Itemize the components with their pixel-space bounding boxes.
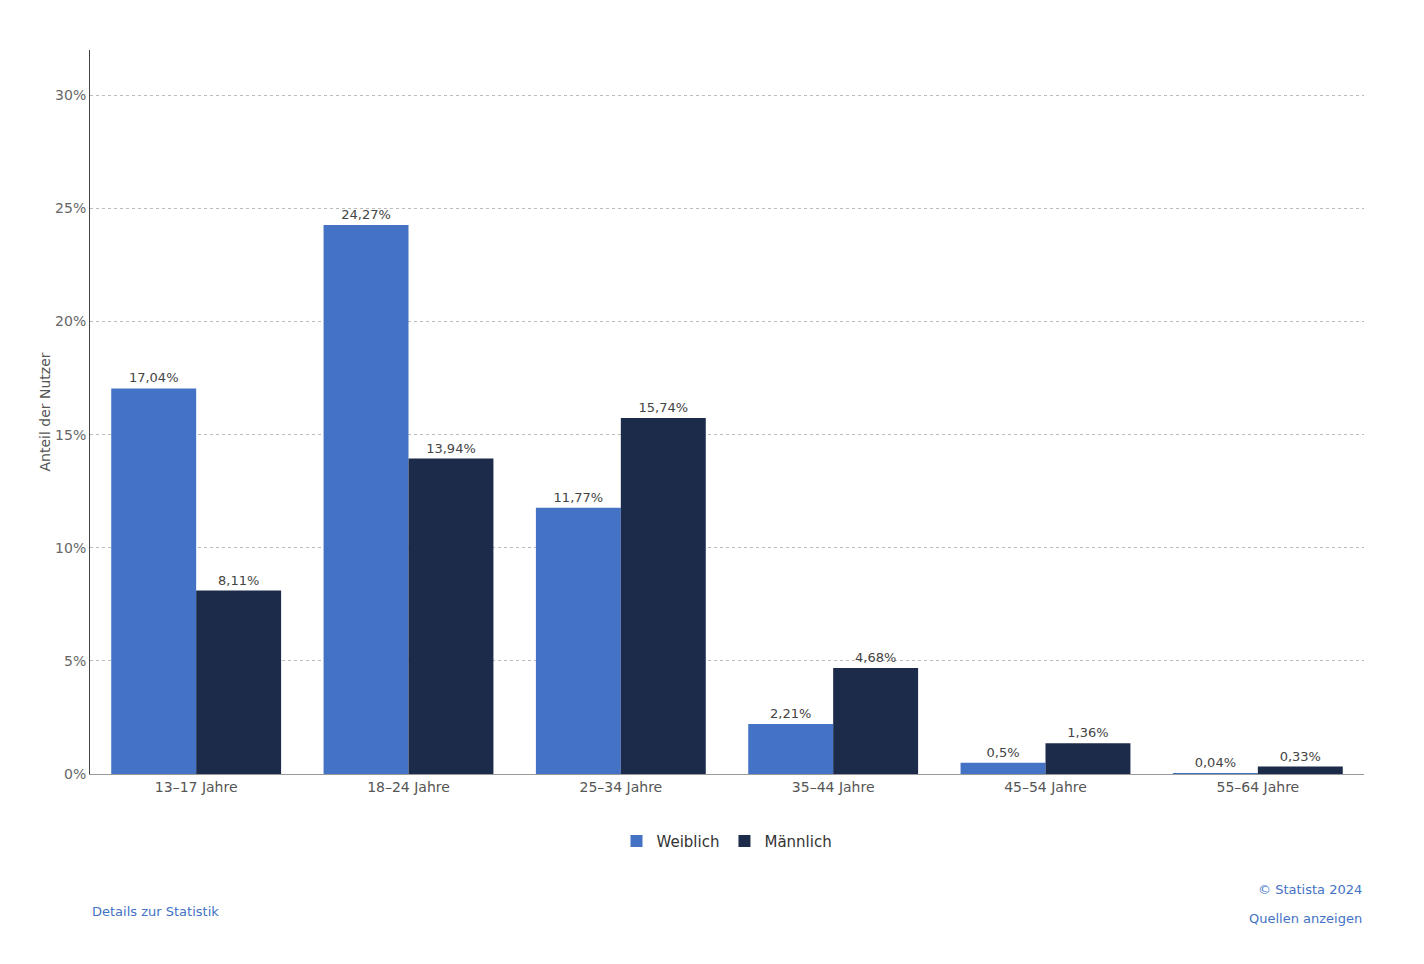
svg-text:24,27%: 24,27% <box>341 207 391 222</box>
svg-text:13,94%: 13,94% <box>426 441 476 456</box>
svg-text:0,5%: 0,5% <box>987 745 1020 760</box>
svg-text:Anteil der Nutzer: Anteil der Nutzer <box>37 352 53 471</box>
svg-text:5%: 5% <box>64 653 86 669</box>
svg-text:Details zur Statistik: Details zur Statistik <box>92 904 219 919</box>
svg-text:8,11%: 8,11% <box>218 573 259 588</box>
svg-text:10%: 10% <box>55 540 86 556</box>
svg-text:17,04%: 17,04% <box>129 370 179 385</box>
svg-text:4,68%: 4,68% <box>855 650 896 665</box>
svg-text:25–34 Jahre: 25–34 Jahre <box>579 779 662 795</box>
svg-text:35–44 Jahre: 35–44 Jahre <box>792 779 875 795</box>
svg-text:2,21%: 2,21% <box>770 706 811 721</box>
svg-text:15,74%: 15,74% <box>639 400 689 415</box>
svg-text:© Statista 2024: © Statista 2024 <box>1258 882 1362 897</box>
svg-text:13–17 Jahre: 13–17 Jahre <box>155 779 238 795</box>
svg-text:30%: 30% <box>55 87 86 103</box>
svg-text:18–24 Jahre: 18–24 Jahre <box>367 779 450 795</box>
svg-text:25%: 25% <box>55 200 86 216</box>
svg-text:11,77%: 11,77% <box>554 490 604 505</box>
svg-text:Männlich: Männlich <box>764 833 831 851</box>
svg-text:0%: 0% <box>64 766 86 782</box>
svg-text:0,33%: 0,33% <box>1280 749 1321 764</box>
svg-text:20%: 20% <box>55 313 86 329</box>
svg-text:45–54 Jahre: 45–54 Jahre <box>1004 779 1087 795</box>
svg-text:Quellen anzeigen: Quellen anzeigen <box>1249 911 1362 926</box>
svg-text:Weiblich: Weiblich <box>657 833 720 851</box>
svg-text:55–64 Jahre: 55–64 Jahre <box>1216 779 1299 795</box>
svg-text:1,36%: 1,36% <box>1067 725 1108 740</box>
svg-text:0,04%: 0,04% <box>1195 755 1236 770</box>
svg-text:15%: 15% <box>55 427 86 443</box>
